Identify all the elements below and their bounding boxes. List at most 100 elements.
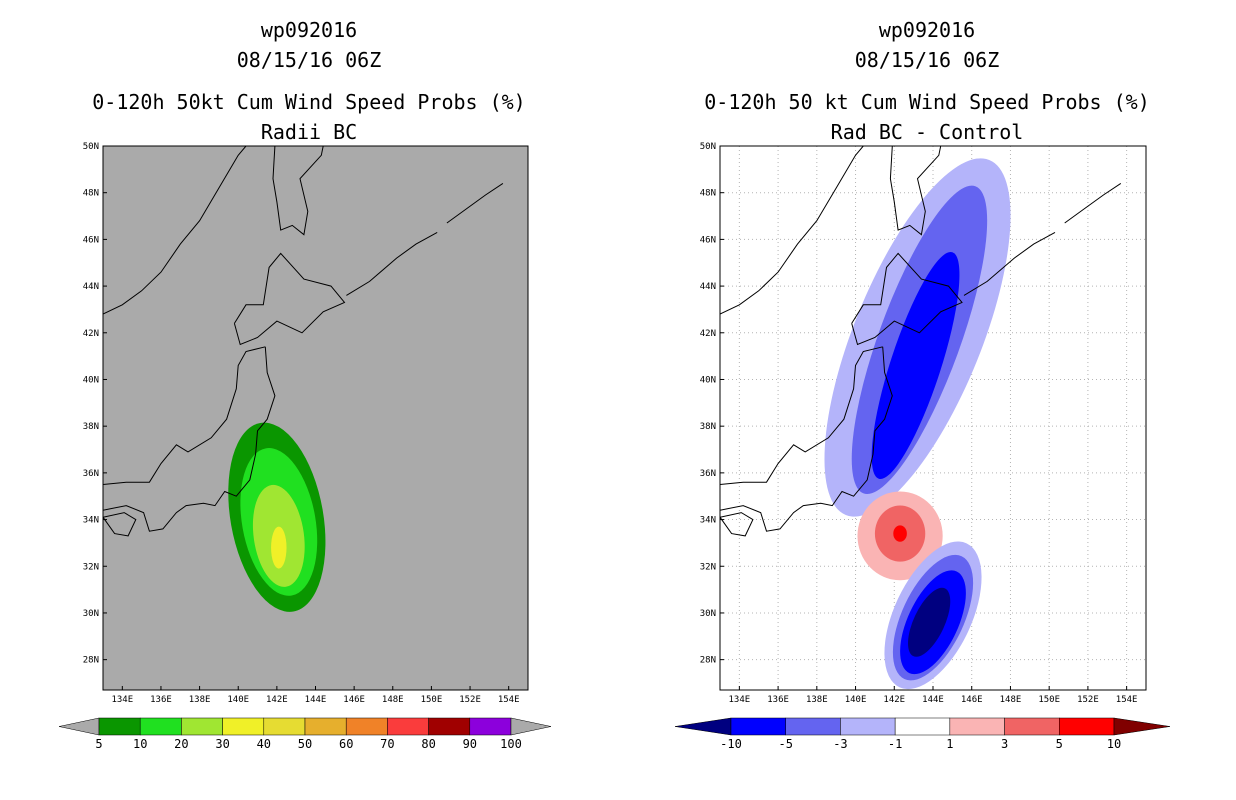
x-tick-label: 144E — [922, 695, 944, 705]
coastline-2 — [272, 146, 324, 236]
x-tick-label: 138E — [806, 695, 828, 705]
y-tick-label: 46N — [700, 235, 716, 245]
colorbar-swatch — [428, 717, 471, 736]
x-tick-label: 134E — [111, 695, 133, 705]
x-tick-label: 150E — [421, 695, 443, 705]
y-tick-label: 38N — [700, 422, 716, 432]
colorbar-swatch — [345, 717, 388, 736]
x-tick-label: 136E — [150, 695, 172, 705]
x-tick-label: 148E — [382, 695, 404, 705]
x-tick-label: 148E — [1000, 695, 1022, 705]
y-tick-label: 36N — [700, 469, 716, 479]
y-tick-label: 36N — [83, 469, 99, 479]
colorbar-label: -5 — [778, 737, 792, 751]
colorbar: -10 -5 -3 -1 1 3 5 10 — [674, 717, 1171, 751]
colorbar-label: 80 — [421, 737, 435, 751]
colorbar-label: -3 — [833, 737, 847, 751]
colorbar-label: 50 — [298, 737, 312, 751]
y-tick-label: 28N — [700, 656, 716, 666]
x-tick-label: 134E — [729, 695, 751, 705]
colorbar-label: 1 — [946, 737, 953, 751]
colorbar-swatch — [1059, 717, 1115, 736]
contour-fill--10 — [908, 587, 951, 657]
coastline-7 — [963, 231, 1056, 296]
colorbar: 5 10 20 30 40 50 60 70 80 90 100 — [58, 717, 552, 751]
y-tick-label: 32N — [700, 562, 716, 572]
coastline-8 — [1064, 182, 1122, 224]
y-tick-label: 32N — [83, 562, 99, 572]
x-tick-label: 144E — [305, 695, 327, 705]
colorbar-label: -1 — [888, 737, 902, 751]
coastline-6 — [103, 512, 137, 537]
coastline-3 — [851, 252, 963, 346]
x-tick-label: 146E — [961, 695, 983, 705]
colorbar-label: 60 — [339, 737, 353, 751]
colorbar-arrow-high — [1113, 717, 1171, 736]
x-tick-label: 152E — [1077, 695, 1099, 705]
y-tick-label: 34N — [83, 516, 99, 526]
contour-fill-30 — [271, 526, 287, 569]
chart-title-line-4: Rad BC - Control — [831, 120, 1024, 144]
x-tick-label: 154E — [1116, 695, 1138, 705]
colorbar-label: 3 — [1001, 737, 1008, 751]
colorbar-label: 100 — [500, 737, 522, 751]
colorbar-label: 40 — [257, 737, 271, 751]
x-tick-label: 138E — [189, 695, 211, 705]
chart-title-line-3: 0-120h 50 kt Cum Wind Speed Probs (%) — [704, 90, 1150, 114]
plot-background — [103, 146, 528, 690]
colorbar-swatch — [1004, 717, 1060, 736]
x-tick-label: 146E — [343, 695, 365, 705]
colorbar-swatch — [222, 717, 265, 736]
y-tick-label: 44N — [83, 282, 99, 292]
colorbar-label: 90 — [463, 737, 477, 751]
chart-title-line-4: Radii BC — [261, 120, 357, 144]
chart-panel-1: wp092016 08/15/16 06Z 0-120h 50kt Cum Wind… — [58, 18, 552, 751]
colorbar-swatch — [181, 717, 223, 736]
y-tick-label: 40N — [83, 375, 99, 385]
contour-fill--5 — [871, 251, 960, 479]
colorbar-swatch — [98, 717, 141, 736]
coastline-3 — [233, 252, 346, 346]
coastline-4 — [720, 346, 893, 532]
chart-title-line-3: 0-120h 50kt Cum Wind Speed Probs (%) — [92, 90, 525, 114]
colorbar-swatch — [263, 717, 306, 736]
coastline-8 — [446, 182, 504, 224]
coastline-6 — [720, 512, 754, 537]
coastline-4 — [103, 346, 276, 532]
colorbar-arrow-low — [58, 717, 100, 736]
colorbar-arrow-high — [510, 717, 552, 736]
y-tick-label: 38N — [83, 422, 99, 432]
y-tick-label: 48N — [700, 189, 716, 199]
coastline-1 — [720, 146, 864, 315]
plot-area — [103, 146, 504, 612]
colorbar-label: 70 — [380, 737, 394, 751]
colorbar-label: 30 — [215, 737, 229, 751]
colorbar-swatch — [139, 717, 182, 736]
x-tick-label: 140E — [227, 695, 249, 705]
y-tick-label: 40N — [700, 375, 716, 385]
chart-panel-2: wp092016 08/15/16 06Z 0-120h 50 kt Cum Win… — [674, 18, 1171, 751]
chart-title-line-2: 08/15/16 06Z — [237, 48, 382, 72]
colorbar-label: -10 — [720, 737, 742, 751]
coastline-5 — [720, 346, 883, 485]
colorbar-label: 5 — [1056, 737, 1063, 751]
y-tick-label: 50N — [83, 142, 99, 152]
colorbar-swatch — [304, 717, 347, 736]
colorbar-label: 10 — [1107, 737, 1121, 751]
x-tick-label: 136E — [767, 695, 789, 705]
chart-title-line-1: wp092016 — [879, 18, 975, 42]
y-tick-label: 42N — [700, 329, 716, 339]
x-tick-label: 142E — [266, 695, 288, 705]
colorbar-swatch — [894, 717, 951, 736]
colorbar-label: 20 — [174, 737, 188, 751]
x-tick-label: 140E — [845, 695, 867, 705]
y-tick-label: 46N — [83, 235, 99, 245]
plot-area — [720, 146, 1146, 690]
y-tick-label: 30N — [83, 609, 99, 619]
y-tick-label: 34N — [700, 516, 716, 526]
colorbar-label: 5 — [95, 737, 102, 751]
x-tick-label: 152E — [459, 695, 481, 705]
colorbar-swatch — [949, 717, 1005, 736]
colorbar-swatch — [387, 717, 429, 736]
y-tick-label: 48N — [83, 189, 99, 199]
